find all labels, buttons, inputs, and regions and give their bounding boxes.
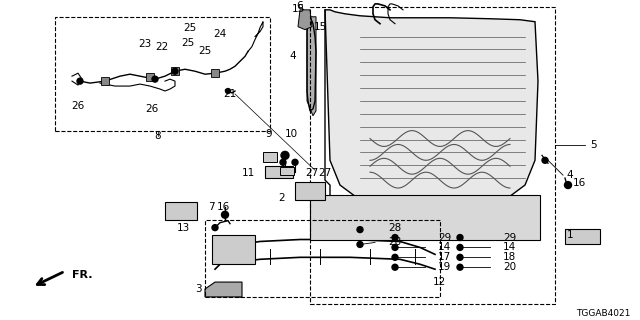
Text: 15: 15 xyxy=(314,22,327,32)
Bar xyxy=(211,69,219,77)
Text: 2: 2 xyxy=(278,193,285,203)
Bar xyxy=(212,235,255,264)
Circle shape xyxy=(281,151,289,159)
Text: 27: 27 xyxy=(305,168,318,178)
Text: 28: 28 xyxy=(388,237,401,247)
Text: 13: 13 xyxy=(177,223,189,233)
Polygon shape xyxy=(205,282,242,297)
Text: 17: 17 xyxy=(438,252,451,262)
Text: 10: 10 xyxy=(285,129,298,139)
Circle shape xyxy=(457,244,463,250)
Text: 29: 29 xyxy=(438,233,451,243)
Text: 12: 12 xyxy=(433,277,446,287)
Bar xyxy=(310,7,555,304)
Bar xyxy=(263,152,277,162)
Text: 14: 14 xyxy=(503,243,516,252)
Text: 6: 6 xyxy=(296,1,303,11)
Text: 26: 26 xyxy=(72,101,84,111)
Text: 16: 16 xyxy=(573,178,586,188)
Text: 16: 16 xyxy=(216,202,230,212)
Bar xyxy=(565,228,600,244)
Text: 19: 19 xyxy=(438,262,451,272)
Text: 4: 4 xyxy=(289,52,296,61)
Circle shape xyxy=(392,254,398,260)
Text: 5: 5 xyxy=(590,140,596,150)
Circle shape xyxy=(457,235,463,241)
Text: 7: 7 xyxy=(209,202,215,212)
Text: 25: 25 xyxy=(184,23,196,33)
Text: 20: 20 xyxy=(503,262,516,272)
Text: 18: 18 xyxy=(503,252,516,262)
Bar xyxy=(55,17,270,131)
Text: 21: 21 xyxy=(223,89,237,99)
Circle shape xyxy=(392,264,398,270)
Text: 1: 1 xyxy=(566,229,573,240)
Circle shape xyxy=(564,181,572,188)
Circle shape xyxy=(292,159,298,165)
Circle shape xyxy=(392,235,398,241)
Text: 27: 27 xyxy=(318,168,332,178)
Bar xyxy=(101,77,109,85)
Bar xyxy=(280,167,294,175)
Polygon shape xyxy=(307,17,316,116)
Circle shape xyxy=(221,211,228,218)
Text: 4: 4 xyxy=(566,170,573,180)
Circle shape xyxy=(357,227,363,233)
Circle shape xyxy=(152,76,158,82)
Text: 29: 29 xyxy=(503,233,516,243)
Circle shape xyxy=(280,159,286,165)
Circle shape xyxy=(225,89,230,93)
Text: 3: 3 xyxy=(195,284,202,294)
Text: 9: 9 xyxy=(265,129,271,139)
Bar xyxy=(165,202,197,220)
Text: 28: 28 xyxy=(388,223,401,233)
Text: 25: 25 xyxy=(198,46,212,56)
Text: 26: 26 xyxy=(145,104,159,114)
Circle shape xyxy=(357,242,363,247)
Polygon shape xyxy=(325,10,538,215)
Bar xyxy=(205,220,440,297)
Text: 23: 23 xyxy=(138,39,152,50)
Text: 14: 14 xyxy=(438,243,451,252)
Bar xyxy=(171,67,179,75)
Circle shape xyxy=(392,244,398,250)
Circle shape xyxy=(77,78,83,84)
Text: FR.: FR. xyxy=(72,270,93,280)
Text: 11: 11 xyxy=(242,168,255,178)
Bar xyxy=(265,166,293,178)
Bar xyxy=(295,182,325,200)
Circle shape xyxy=(172,68,178,74)
Text: 15: 15 xyxy=(291,4,305,14)
Bar xyxy=(146,73,154,81)
Circle shape xyxy=(212,225,218,231)
Polygon shape xyxy=(298,10,312,30)
Circle shape xyxy=(457,264,463,270)
Text: 25: 25 xyxy=(181,38,195,49)
Text: 22: 22 xyxy=(156,43,168,52)
Text: TGGAB4021: TGGAB4021 xyxy=(575,309,630,318)
Circle shape xyxy=(457,254,463,260)
Text: 24: 24 xyxy=(213,28,227,39)
Text: 8: 8 xyxy=(155,131,161,140)
Circle shape xyxy=(542,157,548,163)
Bar xyxy=(310,195,540,239)
